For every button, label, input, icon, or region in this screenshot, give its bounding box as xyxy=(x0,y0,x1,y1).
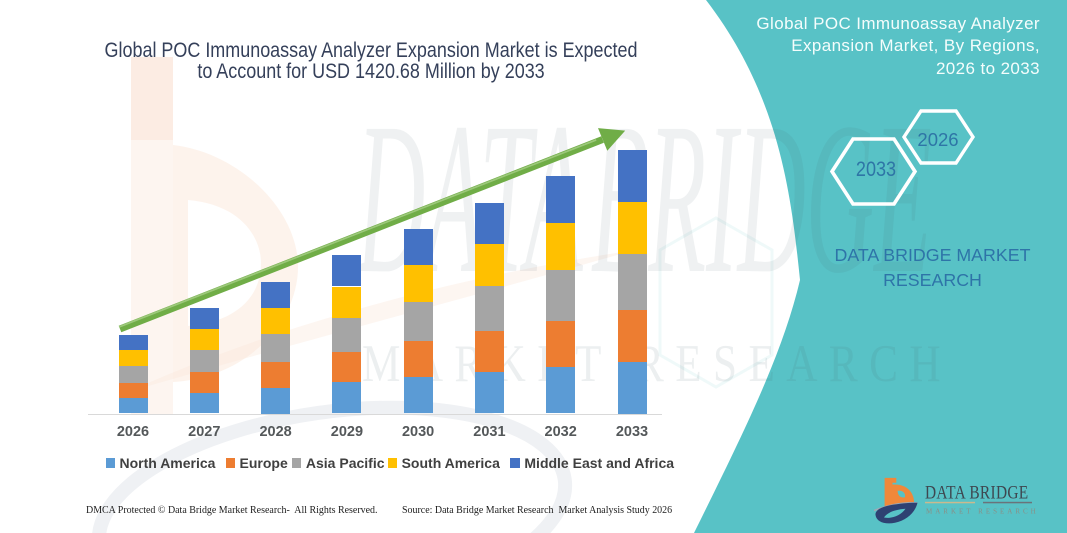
svg-text:MARKET RESEARCH: MARKET RESEARCH xyxy=(926,508,1039,516)
svg-text:DATA BRIDGE: DATA BRIDGE xyxy=(925,482,1029,503)
